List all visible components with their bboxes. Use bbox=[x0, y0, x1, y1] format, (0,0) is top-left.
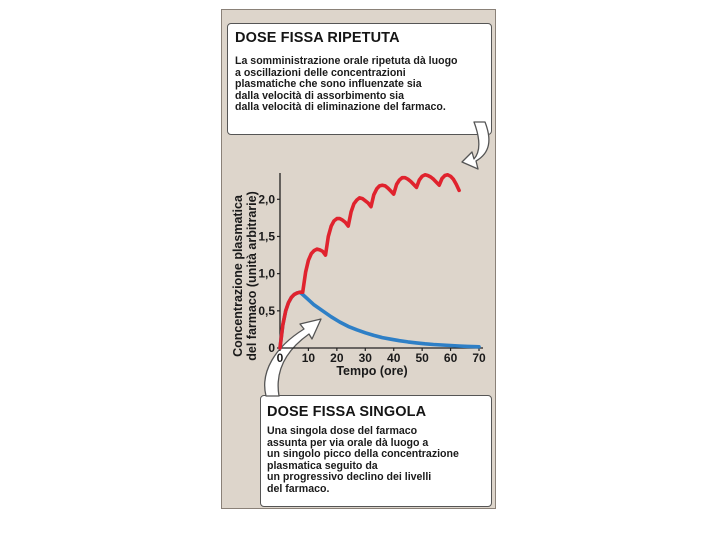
x-tick-label: 60 bbox=[444, 351, 458, 365]
y-axis-title-line-2: del farmaco (unità arbitrarie) bbox=[245, 191, 259, 361]
repeated-dose-title: DOSE FISSA RIPETUTA bbox=[235, 30, 400, 46]
description-line: un progressivo declino dei livelli bbox=[267, 471, 432, 484]
tick-labels: 0 0,5 1,0 1,5 2,0 0 10 20 30 40 50 60 70 bbox=[258, 192, 486, 365]
y-axis-title: Concentrazione plasmatica del farmaco (u… bbox=[231, 191, 259, 361]
y-tick-label: 0,5 bbox=[258, 304, 275, 318]
single-dose-callout: DOSE FISSA SINGOLA Una singola dose del … bbox=[260, 395, 492, 507]
y-tick-label: 0 bbox=[268, 341, 275, 355]
bottom-callout-arrow bbox=[264, 318, 322, 397]
single-dose-curve bbox=[278, 290, 481, 350]
x-axis-title: Tempo (ore) bbox=[336, 364, 407, 378]
description-line: dalla velocità di eliminazione del farma… bbox=[235, 101, 446, 114]
x-tick-label: 0 bbox=[277, 351, 284, 365]
description-line: plasmatica seguito da bbox=[267, 459, 378, 472]
x-tick-label: 30 bbox=[359, 351, 373, 365]
description-line: dalla velocità di assorbimento sia bbox=[235, 89, 404, 102]
concentration-chart: Concentrazione plasmatica del farmaco (u… bbox=[231, 121, 490, 397]
y-axis-title-line-1: Concentrazione plasmatica bbox=[231, 194, 245, 357]
description-line: del farmaco. bbox=[267, 482, 330, 495]
repeated-dose-callout: DOSE FISSA RIPETUTA La somministrazione … bbox=[227, 23, 492, 135]
repeated-dose-description: La somministrazione orale ripetuta dà lu… bbox=[235, 55, 491, 114]
description-line: plasmatiche che sono influenzate sia bbox=[235, 78, 422, 91]
description-line: assunta per via orale dà luogo a bbox=[267, 436, 429, 449]
description-line: Una singola dose del farmaco bbox=[267, 425, 418, 437]
repeated-dose-curve bbox=[278, 173, 461, 350]
x-tick-label: 40 bbox=[387, 351, 401, 365]
top-callout-arrow bbox=[461, 121, 490, 170]
description-line: a oscillazioni delle concentrazioni bbox=[235, 66, 406, 79]
x-tick-label: 20 bbox=[330, 351, 344, 365]
description-line: un singolo picco della concentrazione bbox=[267, 448, 459, 461]
series-lines bbox=[278, 173, 481, 350]
x-tick-label: 70 bbox=[472, 351, 486, 365]
single-dose-title: DOSE FISSA SINGOLA bbox=[267, 404, 427, 420]
x-tick-label: 50 bbox=[415, 351, 429, 365]
y-tick-label: 2,0 bbox=[258, 192, 275, 206]
single-dose-description: Una singola dose del farmaco assunta per… bbox=[267, 425, 491, 496]
x-tick-label: 10 bbox=[302, 351, 316, 365]
y-tick-label: 1,0 bbox=[258, 267, 275, 281]
description-line: La somministrazione orale ripetuta dà lu… bbox=[235, 55, 458, 67]
figure-panel: DOSE FISSA RIPETUTA La somministrazione … bbox=[221, 9, 496, 509]
y-tick-label: 1,5 bbox=[258, 229, 275, 243]
